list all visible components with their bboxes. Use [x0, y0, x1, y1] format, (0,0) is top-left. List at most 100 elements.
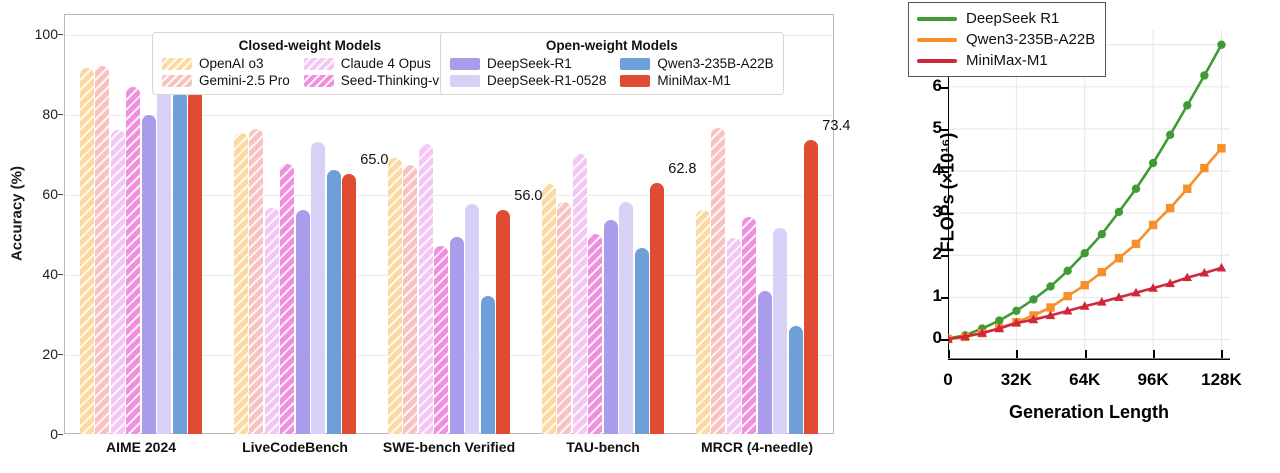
- bar[interactable]: [326, 170, 341, 434]
- line-data-marker[interactable]: [1200, 163, 1209, 173]
- bar[interactable]: [650, 182, 665, 434]
- legend-item[interactable]: Seed-Thinking-v1.5: [303, 73, 458, 88]
- line-data-marker[interactable]: [1011, 318, 1022, 327]
- bar[interactable]: [264, 207, 279, 434]
- line-y-tick-label: 0: [932, 328, 942, 348]
- bar[interactable]: [387, 157, 402, 434]
- bar-value-label: 73.4: [822, 118, 851, 135]
- line-legend-swatch: [917, 16, 957, 21]
- line-data-marker[interactable]: [1216, 262, 1227, 272]
- bar[interactable]: [403, 165, 418, 434]
- line-data-marker[interactable]: [1148, 158, 1158, 168]
- bar-y-tick-mark: [58, 114, 63, 115]
- line-data-marker[interactable]: [1148, 220, 1158, 230]
- bar[interactable]: [711, 127, 726, 434]
- line-data-marker[interactable]: [994, 323, 1005, 333]
- line-data-marker[interactable]: [1199, 267, 1210, 277]
- line-data-marker[interactable]: [1114, 254, 1124, 263]
- line-data-marker[interactable]: [1165, 278, 1175, 288]
- line-data-marker[interactable]: [1183, 101, 1192, 110]
- bar[interactable]: [233, 133, 248, 434]
- line-data-marker[interactable]: [1046, 282, 1055, 291]
- line-data-marker[interactable]: [1148, 283, 1158, 292]
- bar[interactable]: [311, 141, 326, 434]
- line-data-marker[interactable]: [1131, 239, 1141, 249]
- line-data-marker[interactable]: [1114, 207, 1124, 217]
- legend-item[interactable]: Qwen3-235B-A22B: [620, 56, 774, 71]
- line-data-marker[interactable]: [1217, 40, 1226, 49]
- bar[interactable]: [280, 164, 295, 434]
- bar[interactable]: [773, 228, 788, 434]
- line-data-marker[interactable]: [977, 328, 987, 337]
- legend-item[interactable]: MiniMax-M1: [620, 73, 773, 88]
- line-data-marker[interactable]: [1079, 301, 1090, 310]
- bar[interactable]: [695, 210, 710, 434]
- line-legend-item[interactable]: MiniMax-M1: [917, 50, 1095, 71]
- line-data-marker[interactable]: [1080, 248, 1089, 258]
- bar[interactable]: [465, 203, 480, 434]
- bar[interactable]: [572, 154, 587, 434]
- bar-group: 65.0: [218, 14, 388, 434]
- line-data-marker[interactable]: [1165, 203, 1175, 213]
- bar[interactable]: [541, 184, 556, 434]
- bar[interactable]: [172, 91, 187, 434]
- bar[interactable]: [188, 90, 203, 434]
- bar[interactable]: [79, 67, 94, 434]
- line-legend-item[interactable]: DeepSeek R1: [917, 8, 1095, 29]
- line-data-marker[interactable]: [1062, 305, 1073, 315]
- bar[interactable]: [157, 68, 172, 434]
- bar[interactable]: [95, 66, 110, 434]
- bar[interactable]: [804, 140, 819, 434]
- bar[interactable]: [726, 237, 741, 434]
- bar-hatch-pattern: [695, 210, 710, 434]
- line-data-marker[interactable]: [1029, 295, 1038, 304]
- bar[interactable]: [126, 87, 141, 434]
- line-data-marker[interactable]: [1097, 297, 1107, 306]
- legend-item[interactable]: OpenAI o3: [162, 56, 290, 71]
- line-data-marker[interactable]: [1114, 292, 1124, 301]
- bar[interactable]: [496, 210, 511, 434]
- bar[interactable]: [788, 326, 803, 434]
- line-data-marker[interactable]: [1200, 71, 1209, 80]
- legend-hatch-pattern: [162, 57, 192, 70]
- line-data-marker[interactable]: [1182, 272, 1193, 282]
- line-data-marker[interactable]: [1028, 314, 1039, 324]
- line-legend-item[interactable]: Qwen3-235B-A22B: [917, 29, 1095, 50]
- bar[interactable]: [418, 144, 433, 434]
- bar[interactable]: [295, 210, 310, 434]
- bar[interactable]: [557, 201, 572, 434]
- line-data-marker[interactable]: [1063, 266, 1072, 276]
- line-data-marker[interactable]: [1046, 303, 1055, 312]
- bar-value-label: 65.0: [360, 152, 389, 168]
- line-data-marker[interactable]: [1012, 306, 1021, 316]
- line-data-marker[interactable]: [1097, 267, 1107, 277]
- line-data-marker[interactable]: [1063, 291, 1072, 301]
- bar[interactable]: [588, 234, 603, 434]
- legend-item[interactable]: Claude 4 Opus: [303, 56, 458, 71]
- line-data-marker[interactable]: [995, 316, 1004, 325]
- bar[interactable]: [342, 174, 357, 434]
- bar[interactable]: [434, 246, 449, 434]
- bar[interactable]: [249, 128, 264, 434]
- bar[interactable]: [757, 290, 772, 434]
- line-data-marker[interactable]: [1165, 130, 1175, 140]
- line-data-marker[interactable]: [1131, 184, 1141, 193]
- bar[interactable]: [603, 220, 618, 434]
- line-data-marker[interactable]: [1131, 287, 1141, 297]
- line-data-marker[interactable]: [1183, 184, 1192, 193]
- line-data-marker[interactable]: [1217, 144, 1226, 153]
- line-data-marker[interactable]: [960, 331, 970, 341]
- bar[interactable]: [619, 202, 634, 434]
- line-data-marker[interactable]: [1080, 280, 1089, 290]
- legend-item[interactable]: Gemini-2.5 Pro: [162, 73, 290, 88]
- bar[interactable]: [110, 130, 125, 434]
- bar[interactable]: [141, 114, 156, 434]
- bar[interactable]: [480, 296, 495, 434]
- bar[interactable]: [742, 216, 757, 434]
- legend-item[interactable]: DeepSeek-R1-0528: [450, 73, 606, 88]
- bar[interactable]: [449, 237, 464, 434]
- legend-item[interactable]: DeepSeek-R1: [450, 56, 606, 71]
- line-data-marker[interactable]: [1097, 230, 1107, 239]
- bar[interactable]: [634, 248, 649, 434]
- line-data-marker[interactable]: [1045, 310, 1056, 320]
